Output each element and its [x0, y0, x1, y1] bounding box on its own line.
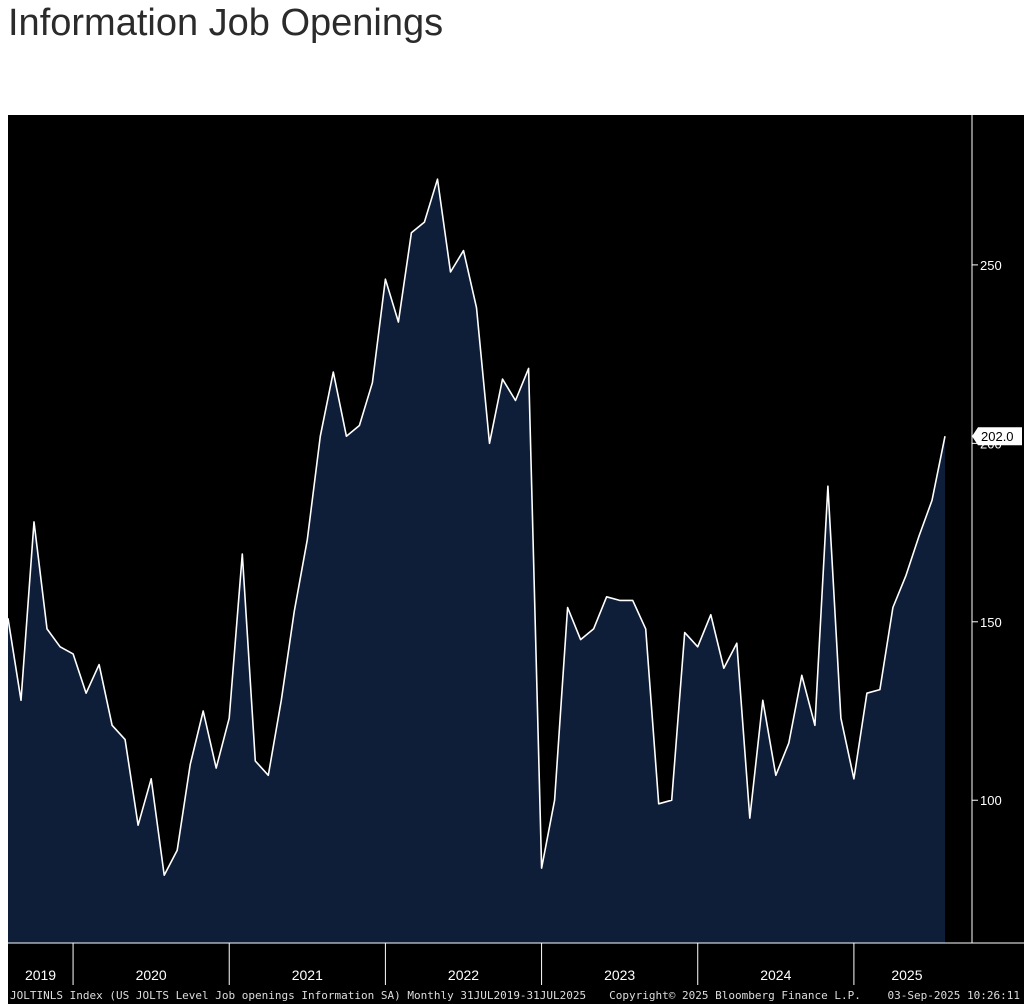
- x-tick-label: 2020: [136, 967, 167, 983]
- y-tick-label: 100: [980, 793, 1002, 808]
- x-tick-label: 2021: [292, 967, 323, 983]
- line: [7, 178, 946, 876]
- x-tick-label: 2025: [891, 967, 922, 983]
- area: [8, 179, 945, 943]
- value-label-box: [972, 427, 1022, 446]
- value-label: 202.0: [981, 429, 1014, 444]
- footer-text: 03-Sep-2025 10:26:11: [888, 989, 1020, 1002]
- x-tick-label: 2024: [760, 967, 791, 983]
- x-tick-label: 2023: [604, 967, 635, 983]
- y-tick-label: 150: [980, 615, 1002, 630]
- x-tick-label: 2019: [25, 967, 56, 983]
- y-tick-label: 250: [980, 258, 1002, 273]
- footer-text: Copyright© 2025 Bloomberg Finance L.P.: [609, 989, 861, 1002]
- chart-title: Information Job Openings: [8, 2, 444, 44]
- footer-text: JOLTINLS Index (US JOLTS Level Job openi…: [10, 989, 586, 1002]
- x-tick-label: 2022: [448, 967, 479, 983]
